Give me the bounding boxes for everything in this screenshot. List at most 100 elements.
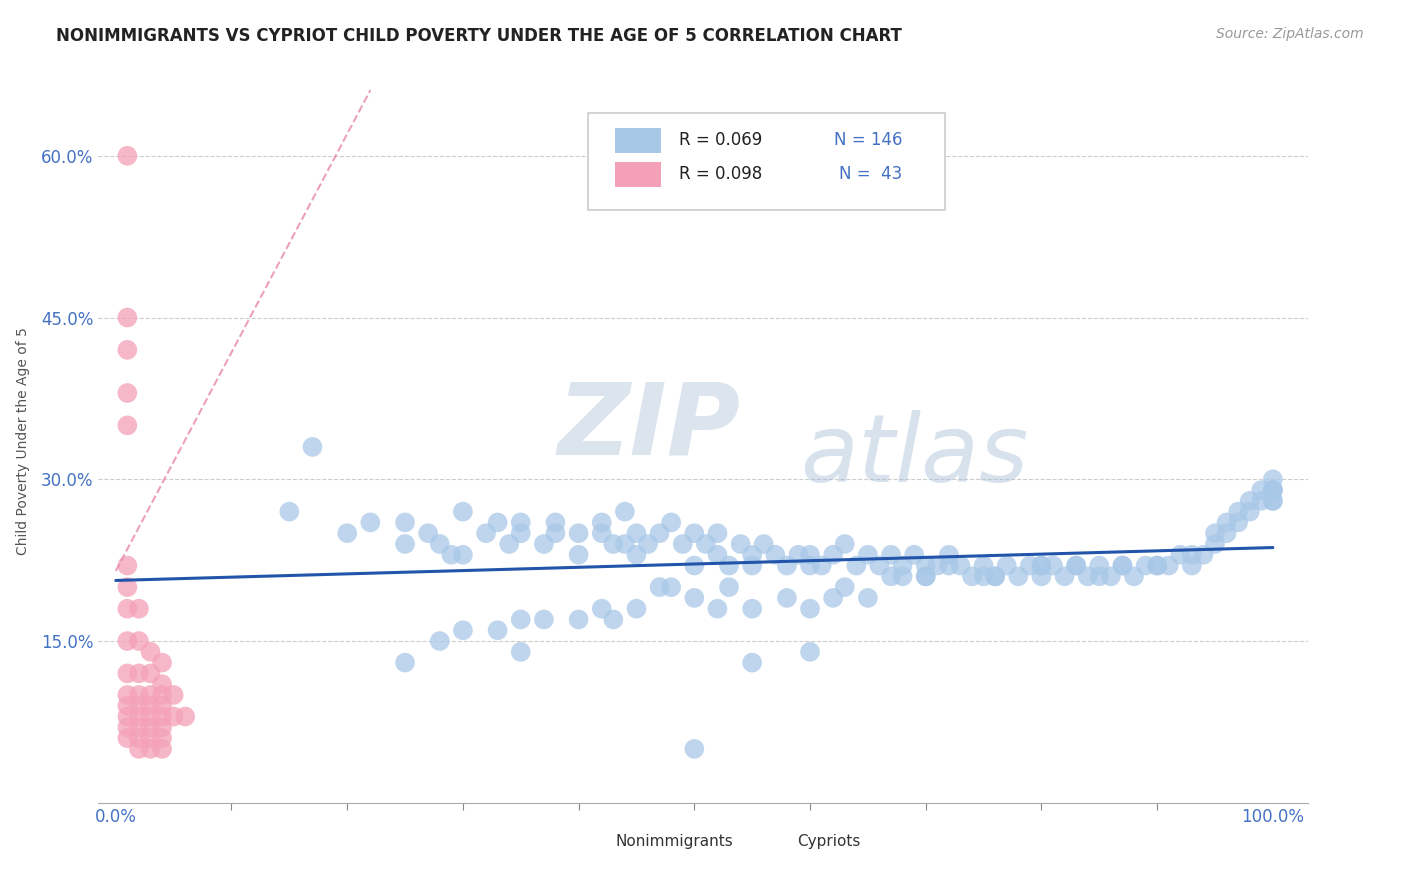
Point: [139, 688, 162, 702]
Point: [706, 548, 728, 562]
Point: [440, 548, 463, 562]
Point: [498, 537, 520, 551]
Point: [117, 666, 139, 681]
Point: [117, 386, 139, 401]
Point: [1146, 558, 1168, 573]
Point: [880, 548, 903, 562]
Point: [509, 516, 531, 530]
Point: [150, 677, 173, 691]
Point: [1111, 558, 1133, 573]
Point: [301, 440, 323, 454]
Point: [117, 149, 139, 163]
Point: [1031, 569, 1053, 583]
Point: [856, 548, 879, 562]
Y-axis label: Child Poverty Under the Age of 5: Child Poverty Under the Age of 5: [15, 327, 30, 556]
Point: [869, 558, 891, 573]
Point: [509, 526, 531, 541]
Point: [128, 731, 150, 745]
Point: [626, 601, 648, 615]
Point: [787, 548, 810, 562]
Point: [139, 666, 162, 681]
Point: [613, 505, 636, 519]
Point: [683, 526, 706, 541]
Point: [648, 526, 671, 541]
Point: [162, 688, 184, 702]
Point: [117, 418, 139, 433]
Point: [150, 720, 173, 734]
Point: [128, 720, 150, 734]
Text: R = 0.069: R = 0.069: [679, 131, 762, 149]
Point: [128, 742, 150, 756]
Point: [1135, 558, 1157, 573]
Point: [150, 656, 173, 670]
Point: [139, 720, 162, 734]
Point: [1099, 569, 1122, 583]
Point: [845, 558, 868, 573]
Point: [150, 731, 173, 745]
Point: [117, 698, 139, 713]
Text: atlas: atlas: [800, 410, 1028, 501]
Point: [914, 569, 936, 583]
Point: [117, 558, 139, 573]
Point: [927, 558, 949, 573]
Point: [648, 580, 671, 594]
Point: [1204, 526, 1226, 541]
Point: [278, 505, 301, 519]
Text: N = 146: N = 146: [834, 131, 903, 149]
Point: [139, 698, 162, 713]
Point: [117, 709, 139, 723]
Point: [117, 634, 139, 648]
Point: [128, 601, 150, 615]
Point: [672, 537, 695, 551]
Point: [174, 709, 197, 723]
Point: [1007, 569, 1029, 583]
Point: [810, 558, 832, 573]
Point: [394, 656, 416, 670]
Point: [429, 634, 451, 648]
Point: [150, 698, 173, 713]
Point: [509, 645, 531, 659]
Point: [1088, 558, 1111, 573]
Point: [128, 698, 150, 713]
Point: [568, 526, 591, 541]
Point: [1261, 483, 1284, 497]
Point: [973, 558, 995, 573]
Point: [903, 548, 925, 562]
Point: [626, 526, 648, 541]
Point: [591, 601, 613, 615]
Point: [486, 516, 509, 530]
Point: [891, 558, 914, 573]
Point: [117, 310, 139, 325]
Point: [128, 688, 150, 702]
Text: Cypriots: Cypriots: [797, 834, 860, 849]
Point: [602, 537, 624, 551]
Point: [799, 645, 821, 659]
Point: [659, 516, 682, 530]
Point: [1261, 472, 1284, 486]
Point: [117, 688, 139, 702]
Point: [451, 624, 474, 638]
Point: [451, 548, 474, 562]
Point: [568, 548, 591, 562]
Point: [752, 537, 775, 551]
Text: ZIP: ZIP: [558, 378, 741, 475]
Point: [683, 558, 706, 573]
Point: [139, 742, 162, 756]
Point: [823, 591, 845, 605]
Text: N =  43: N = 43: [839, 165, 903, 183]
Point: [799, 558, 821, 573]
Point: [1088, 569, 1111, 583]
Point: [1042, 558, 1064, 573]
Point: [730, 537, 752, 551]
Point: [776, 558, 799, 573]
Point: [799, 601, 821, 615]
FancyBboxPatch shape: [614, 128, 661, 153]
Point: [117, 720, 139, 734]
Point: [150, 742, 173, 756]
Point: [429, 537, 451, 551]
Point: [1064, 558, 1087, 573]
Point: [1250, 483, 1272, 497]
Point: [856, 591, 879, 605]
Point: [1146, 558, 1168, 573]
FancyBboxPatch shape: [588, 112, 945, 211]
